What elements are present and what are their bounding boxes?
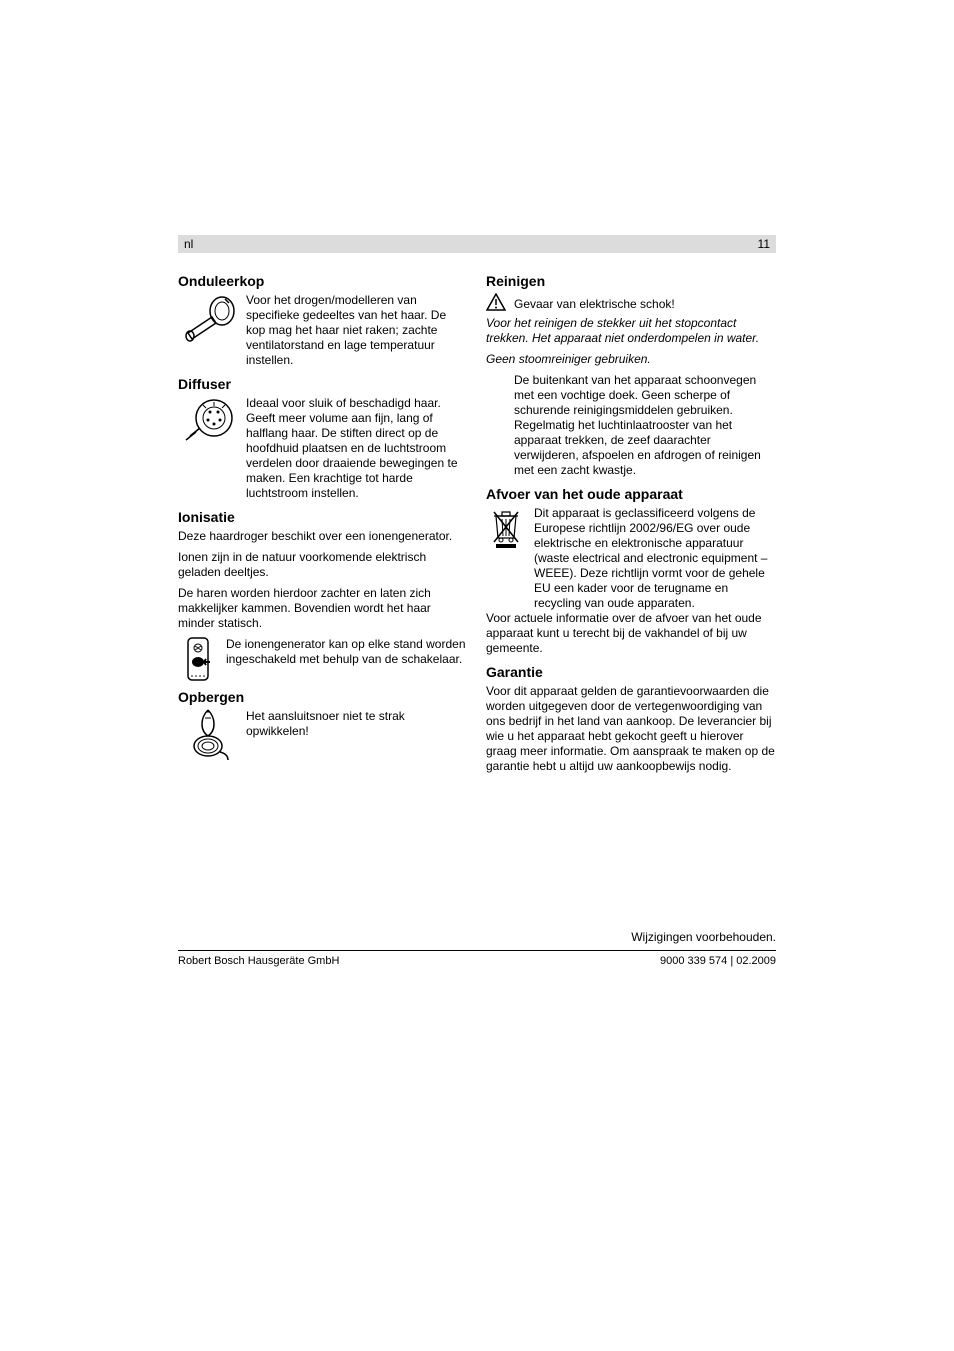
page-number: 11 bbox=[758, 237, 770, 251]
ionisatie-icon-text: De ionengenerator kan op elke stand word… bbox=[226, 637, 468, 667]
afvoer-row: Dit apparaat is geclassificeerd volgens … bbox=[486, 506, 776, 611]
garantie-text: Voor dit apparaat gelden de garantievoor… bbox=[486, 684, 776, 774]
onduleerkop-text: Voor het drogen/modelleren van specifiek… bbox=[246, 293, 468, 368]
reinigen-italic-2: Geen stoomreiniger gebruiken. bbox=[486, 352, 776, 367]
ionisatie-p3: De haren worden hierdoor zachter en late… bbox=[178, 586, 468, 631]
afvoer-p2: Voor actuele informatie over de afvoer v… bbox=[486, 611, 776, 656]
onduleerkop-row: Voor het drogen/modelleren van specifiek… bbox=[178, 293, 468, 368]
cord-wrap-icon bbox=[178, 709, 238, 759]
section-title-afvoer: Afvoer van het oude apparaat bbox=[486, 486, 776, 502]
section-title-opbergen: Opbergen bbox=[178, 689, 468, 705]
section-title-onduleerkop: Onduleerkop bbox=[178, 273, 468, 289]
manual-page: nl 11 Onduleerkop Voor het drogen/modell… bbox=[0, 0, 954, 967]
section-title-reinigen: Reinigen bbox=[486, 273, 776, 289]
reinigen-instruction-1: De buitenkant van het apparaat schoonveg… bbox=[514, 373, 776, 418]
ionisatie-p1: Deze haardroger beschikt over een ioneng… bbox=[178, 529, 468, 544]
diffuser-row: Ideaal voor sluik of beschadigd haar. Ge… bbox=[178, 396, 468, 501]
reinigen-italic-1: Voor het reinigen de stekker uit het sto… bbox=[486, 316, 776, 346]
section-title-ionisatie: Ionisatie bbox=[178, 509, 468, 525]
concentrator-nozzle-icon bbox=[178, 293, 238, 343]
footer-company: Robert Bosch Hausgeräte GmbH bbox=[178, 955, 339, 967]
section-title-garantie: Garantie bbox=[486, 664, 776, 680]
ion-switch-icon bbox=[178, 637, 218, 681]
afvoer-icon-text: Dit apparaat is geclassificeerd volgens … bbox=[534, 506, 776, 611]
ionisatie-p2: Ionen zijn in de natuur voorkomende elek… bbox=[178, 550, 468, 580]
warning-label: Gevaar van elektrische schok! bbox=[514, 297, 675, 311]
changes-reserved-note: Wijzigingen voorbehouden. bbox=[178, 930, 776, 944]
content-columns: Onduleerkop Voor het drogen/modelleren v… bbox=[178, 265, 776, 780]
page-header-bar: nl 11 bbox=[178, 235, 776, 253]
page-footer: Robert Bosch Hausgeräte GmbH 9000 339 57… bbox=[178, 951, 776, 967]
right-column: Reinigen Gevaar van elektrische schok! V… bbox=[486, 265, 776, 780]
diffuser-attachment-icon bbox=[178, 396, 238, 446]
warning-row: Gevaar van elektrische schok! bbox=[486, 293, 776, 314]
footer-docref: 9000 339 574 | 02.2009 bbox=[660, 955, 776, 967]
language-code: nl bbox=[184, 237, 193, 251]
diffuser-text: Ideaal voor sluik of beschadigd haar. Ge… bbox=[246, 396, 468, 501]
left-column: Onduleerkop Voor het drogen/modelleren v… bbox=[178, 265, 468, 780]
opbergen-row: Het aansluitsnoer niet te strak opwikkel… bbox=[178, 709, 468, 759]
reinigen-instruction-2: Regelmatig het luchtinlaatrooster van he… bbox=[514, 418, 776, 478]
weee-bin-icon bbox=[486, 506, 526, 550]
ionisatie-icon-row: De ionengenerator kan op elke stand word… bbox=[178, 637, 468, 681]
section-title-diffuser: Diffuser bbox=[178, 376, 468, 392]
opbergen-text: Het aansluitsnoer niet te strak opwikkel… bbox=[246, 709, 468, 739]
warning-triangle-icon bbox=[486, 293, 506, 314]
